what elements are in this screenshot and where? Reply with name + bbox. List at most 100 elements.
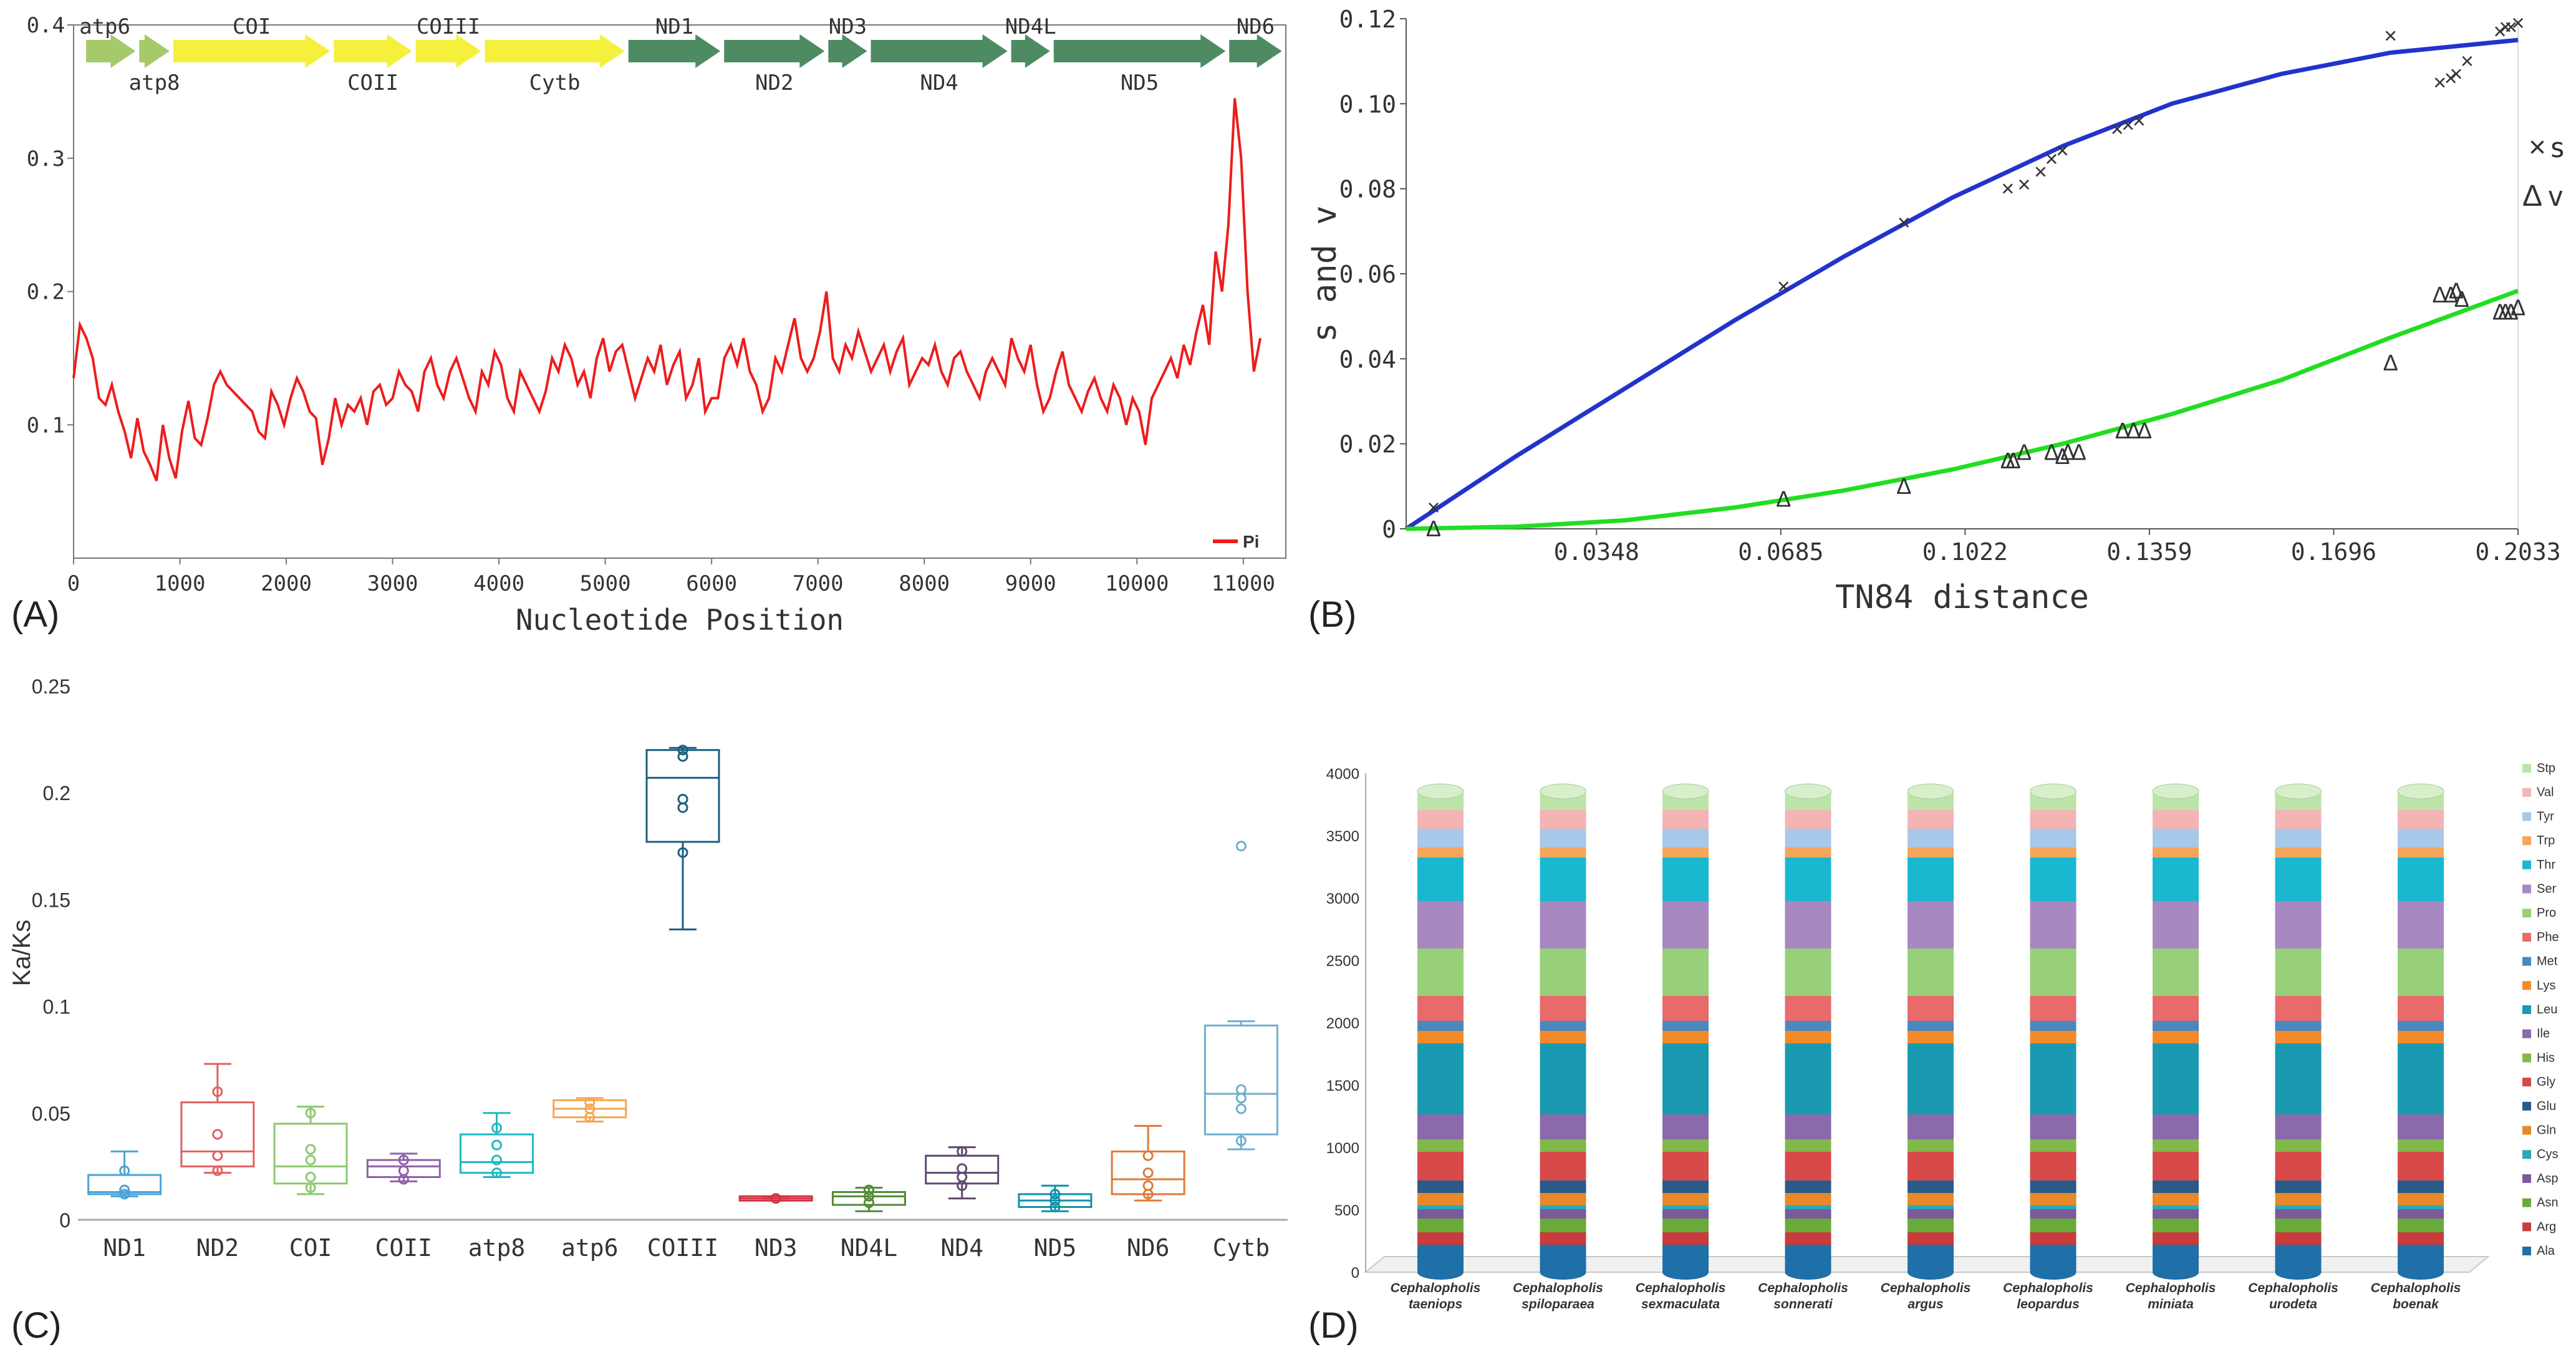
y-tick-label-b-6: 0.12: [1339, 6, 1396, 33]
outlier-point-Cytb-3: [1235, 1084, 1247, 1095]
gene-label-ND6: ND6: [1237, 14, 1275, 39]
bar-segment-8-Lys: [2398, 1031, 2444, 1043]
outlier-point-ND6-2: [1142, 1167, 1154, 1179]
gene-arrow-atp6: [86, 34, 136, 68]
legend-label-Asn: Asn: [2537, 1196, 2558, 1210]
bar-segment-4-Trp: [1908, 848, 1954, 857]
gene-arrow-COI: [173, 34, 330, 68]
gene-label-ND4: ND4: [920, 70, 958, 95]
bar-segment-7-Ile: [2275, 1114, 2322, 1139]
bar-segment-1-Leu: [1540, 1043, 1586, 1114]
bar-segment-7-Asp: [2275, 1209, 2322, 1219]
bar-segment-6-Arg: [2153, 1232, 2199, 1245]
outlier-point-ND5-1: [1049, 1195, 1061, 1206]
bar-segment-1-Asn: [1540, 1219, 1586, 1232]
bar-segment-7-Trp: [2275, 848, 2322, 857]
bar-segment-5-Ile: [2030, 1114, 2077, 1139]
x-tick-label-b-0: 0.0348: [1554, 538, 1639, 566]
bar-segment-2-Lys: [1662, 1031, 1709, 1043]
bar-segment-6-Glu: [2153, 1181, 2199, 1193]
outlier-point-ND6-1: [1142, 1180, 1154, 1191]
outlier-point-Cytb-1: [1235, 1103, 1247, 1114]
bar-segment-1-Lys: [1540, 1031, 1586, 1043]
x-tick-label-d-7-species: urodeta: [2269, 1297, 2317, 1311]
legend-swatch-Phe: [2522, 932, 2531, 942]
bar-segment-0-Pro: [1417, 949, 1464, 996]
legend-label-Gly: Gly: [2537, 1075, 2555, 1089]
bar-segment-8-Arg: [2398, 1232, 2444, 1245]
bar-segment-2-Gln: [1662, 1193, 1709, 1205]
gene-arrow-ND1: [628, 34, 721, 68]
bar-segment-2-Cys: [1662, 1205, 1709, 1209]
x-tick-label-d-2-species: sexmaculata: [1641, 1297, 1720, 1311]
bar-segment-6-Pro: [2153, 949, 2199, 996]
bar-segment-5-Arg: [2030, 1232, 2077, 1245]
point-s-6: ×: [2045, 146, 2058, 171]
bar-segment-7-Thr: [2275, 857, 2322, 901]
x-tick-label-d-8-genus: Cephalopholis: [2371, 1281, 2461, 1295]
bar-segment-7-Met: [2275, 1021, 2322, 1031]
bar-segment-8-Ser: [2398, 901, 2444, 949]
bar-base-4: [1908, 1265, 1954, 1280]
point-s-0: ×: [1427, 495, 1440, 520]
bar-segment-7-Lys: [2275, 1031, 2322, 1043]
point-s-15: ×: [2461, 48, 2474, 74]
bar-segment-6-Leu: [2153, 1043, 2199, 1114]
bar-base-1: [1540, 1265, 1586, 1280]
bar-base-5: [2030, 1265, 2077, 1280]
bar-cap-0: [1417, 783, 1464, 799]
bar-segment-0-Gly: [1417, 1152, 1464, 1181]
bar-segment-0-Asn: [1417, 1219, 1464, 1232]
bar-cap-7: [2275, 783, 2322, 799]
bar-segment-5-Thr: [2030, 857, 2077, 901]
bar-cap-4: [1907, 783, 1954, 799]
legend-swatch-Ile: [2522, 1029, 2531, 1038]
bar-segment-2-Asp: [1662, 1209, 1709, 1219]
chart-d-amino-acid-composition: 0 500 1000 1500 2000 2500 3000 3500 4000 Cephalop…: [1326, 761, 2559, 1311]
panel-label-d: (D): [1308, 1305, 1359, 1346]
legend-label-a: Pi: [1243, 532, 1259, 551]
bar-segment-7-Cys: [2275, 1205, 2322, 1209]
bar-segment-6-Phe: [2153, 996, 2199, 1021]
bar-segment-2-Ile: [1662, 1114, 1709, 1139]
bar-segment-8-Met: [2398, 1021, 2444, 1031]
bar-segment-6-Thr: [2153, 857, 2199, 901]
y-tick-label-d-0: 0: [1351, 1265, 1359, 1282]
bar-segment-4-Phe: [1908, 996, 1954, 1021]
bar-cap-5: [2030, 783, 2077, 799]
bar-segment-7-Glu: [2275, 1181, 2322, 1193]
legend-label-Phe: Phe: [2537, 930, 2559, 944]
legend-label-His: His: [2537, 1051, 2555, 1065]
bar-cap-6: [2152, 783, 2199, 799]
bar-base-3: [1785, 1265, 1831, 1280]
bar-segment-4-Ile: [1908, 1114, 1954, 1139]
legend-swatch-Glu: [2522, 1101, 2531, 1111]
bar-segment-6-Trp: [2153, 848, 2199, 857]
legend-label-Val: Val: [2537, 786, 2554, 799]
legend-label-Ala: Ala: [2537, 1244, 2555, 1258]
y-tick-label-a-0: 0.1: [27, 413, 65, 438]
gene-label-ND3: ND3: [829, 14, 867, 39]
bar-base-2: [1662, 1265, 1709, 1280]
y-tick-label-a-1: 0.2: [27, 280, 65, 305]
bar-segment-3-Glu: [1785, 1181, 1831, 1193]
panel-b: 0 0.02 0.04 0.06 0.08 0.10 0.12 0.0348 0.0685 0.1…: [1297, 0, 2576, 642]
bar-segment-0-Tyr: [1417, 829, 1464, 848]
x-tick-label-a-3: 3000: [367, 571, 418, 596]
legend-label-Trp: Trp: [2537, 834, 2555, 848]
bar-segment-1-Thr: [1540, 857, 1586, 901]
bar-segment-6-Cys: [2153, 1205, 2199, 1209]
chart-c-ka-ks-boxplot: 0 0.05 0.1 0.15 0.2 0.25 Ka/Ks ND1 ND2 COI COII atp…: [8, 675, 1288, 1262]
bar-segment-0-Gln: [1417, 1193, 1464, 1205]
outlier-point-ND4-2: [957, 1163, 968, 1174]
bar-segment-5-Asn: [2030, 1219, 2077, 1232]
x-tick-label-c-COII: COII: [375, 1234, 433, 1262]
point-s-17: ×: [2499, 14, 2512, 40]
bar-segment-4-Tyr: [1908, 829, 1954, 848]
y-tick-label-d-5: 2500: [1326, 953, 1359, 970]
panel-label-a: (A): [11, 594, 60, 635]
bar-segment-3-Asn: [1785, 1219, 1831, 1232]
legend-swatch-Ser: [2522, 884, 2531, 894]
bar-segment-2-Asn: [1662, 1219, 1709, 1232]
outlier-point-atp8-3: [491, 1123, 503, 1134]
